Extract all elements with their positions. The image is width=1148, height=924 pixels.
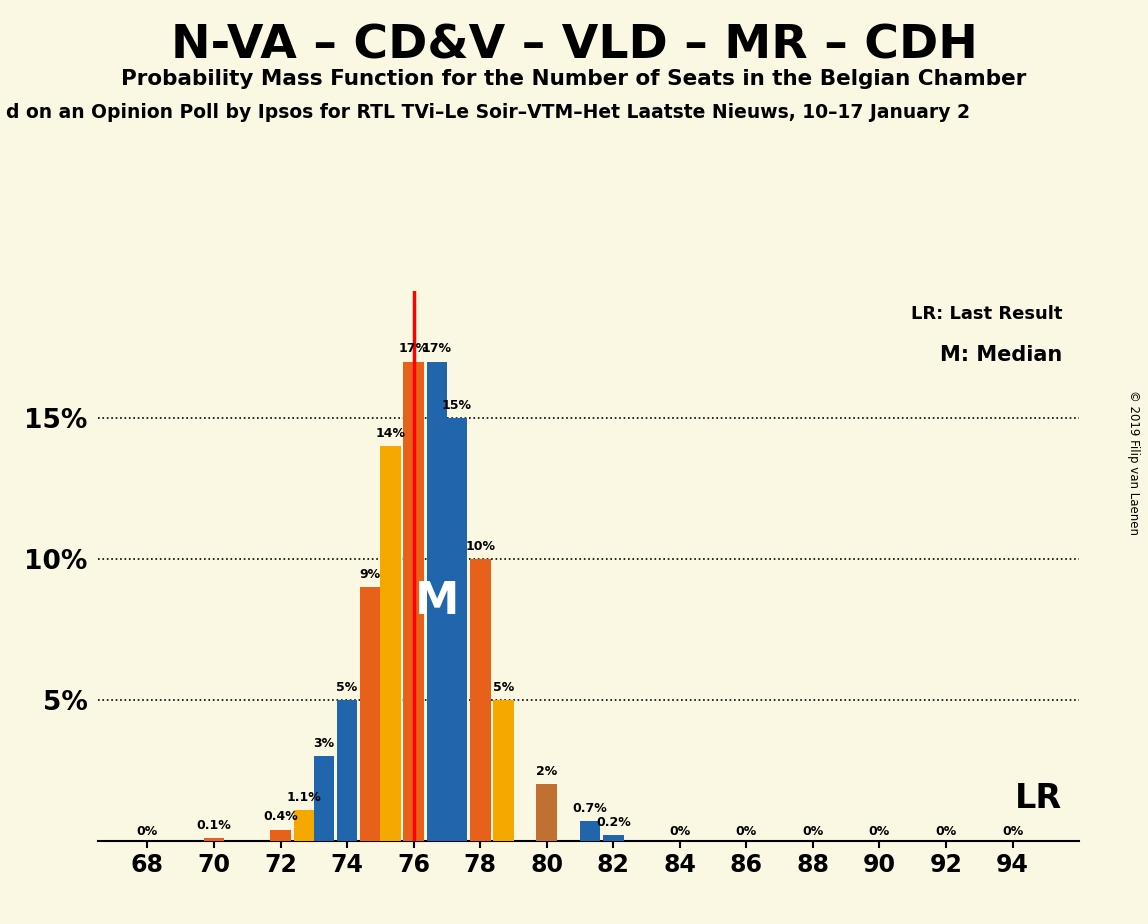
Bar — [447, 418, 467, 841]
Text: M: M — [414, 579, 459, 623]
Text: 0%: 0% — [669, 825, 690, 838]
Bar — [536, 784, 557, 841]
Text: 0.4%: 0.4% — [263, 810, 298, 823]
Text: 0%: 0% — [802, 825, 823, 838]
Bar — [294, 809, 315, 841]
Text: N-VA – CD&V – VLD – MR – CDH: N-VA – CD&V – VLD – MR – CDH — [171, 23, 977, 68]
Text: Probability Mass Function for the Number of Seats in the Belgian Chamber: Probability Mass Function for the Number… — [122, 69, 1026, 90]
Text: 0%: 0% — [1002, 825, 1023, 838]
Text: 5%: 5% — [492, 681, 514, 694]
Bar — [494, 699, 514, 841]
Text: 0%: 0% — [736, 825, 757, 838]
Text: LR: Last Result: LR: Last Result — [912, 305, 1063, 323]
Text: 0.7%: 0.7% — [573, 802, 607, 815]
Bar — [203, 838, 224, 841]
Text: 1.1%: 1.1% — [287, 791, 321, 804]
Text: 2%: 2% — [536, 765, 558, 778]
Text: 15%: 15% — [442, 399, 472, 412]
Text: 14%: 14% — [375, 427, 405, 440]
Text: © 2019 Filip van Laenen: © 2019 Filip van Laenen — [1127, 390, 1140, 534]
Bar — [336, 699, 357, 841]
Bar — [270, 830, 290, 841]
Bar — [603, 835, 623, 841]
Text: 9%: 9% — [359, 568, 381, 581]
Bar — [580, 821, 600, 841]
Text: 0%: 0% — [936, 825, 956, 838]
Text: LR: LR — [1015, 782, 1063, 815]
Text: 0%: 0% — [137, 825, 158, 838]
Text: 0.1%: 0.1% — [196, 819, 232, 832]
Text: 17%: 17% — [422, 342, 452, 356]
Text: 0%: 0% — [869, 825, 890, 838]
Bar — [380, 446, 401, 841]
Text: 3%: 3% — [313, 737, 334, 750]
Bar — [360, 587, 381, 841]
Text: 0.2%: 0.2% — [596, 816, 630, 829]
Bar — [403, 361, 424, 841]
Bar — [427, 361, 448, 841]
Text: 5%: 5% — [336, 681, 358, 694]
Bar — [470, 559, 490, 841]
Text: 17%: 17% — [398, 342, 428, 356]
Text: M: Median: M: Median — [940, 345, 1063, 365]
Bar — [313, 756, 334, 841]
Text: 10%: 10% — [465, 540, 495, 553]
Text: d on an Opinion Poll by Ipsos for RTL TVi–Le Soir–VTM–Het Laatste Nieuws, 10–17 : d on an Opinion Poll by Ipsos for RTL TV… — [6, 103, 970, 123]
